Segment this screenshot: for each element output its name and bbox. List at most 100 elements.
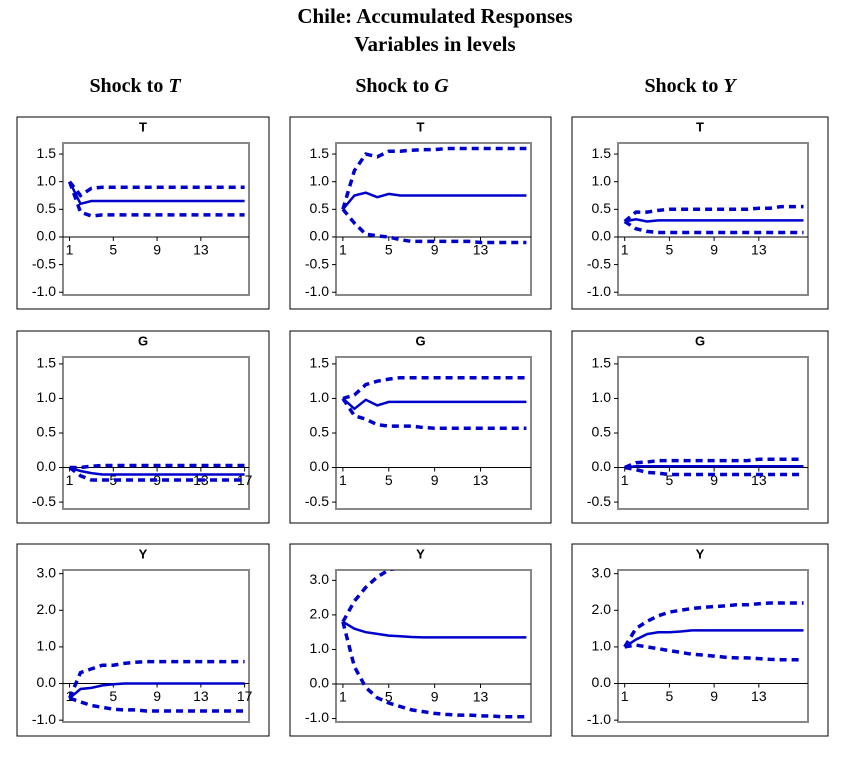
y-tick-label: 1.5 [592, 355, 612, 371]
series-line [69, 696, 245, 713]
series-line [68, 466, 245, 482]
y-tick-label: 0.0 [592, 674, 612, 690]
panel-frame [289, 116, 552, 310]
series-line [67, 181, 245, 218]
y-tick-label: 0.5 [310, 200, 330, 216]
x-tick-label: 5 [666, 688, 674, 704]
chart-title: G [138, 333, 148, 348]
x-tick-label: 1 [66, 472, 74, 488]
plot-frame [62, 569, 250, 723]
x-tick-label: 9 [153, 472, 161, 488]
series-line [624, 465, 804, 477]
y-tick-label: 0.5 [37, 424, 57, 440]
chart-panel: Y -1.0 0.0 1.0 2.0 3.0 1 5 9 13 [571, 543, 829, 737]
series-line [624, 457, 804, 470]
x-tick-label: 13 [193, 688, 209, 704]
y-tick-label: 1.5 [37, 145, 57, 161]
y-tick-label: 1.5 [592, 145, 612, 161]
y-tick-label: -1.0 [32, 711, 56, 727]
x-tick-label: 9 [153, 688, 161, 704]
chart-panel: T -1.0 -0.5 0.0 0.5 1.0 1.5 1 5 9 13 [571, 116, 829, 310]
y-tick-label: -1.0 [32, 283, 56, 299]
chart-title: Y [139, 546, 148, 561]
y-tick-label: 3.0 [37, 564, 57, 580]
x-tick-label: 13 [473, 689, 489, 705]
y-tick-label: -0.5 [587, 493, 611, 509]
plot-frame [62, 142, 250, 296]
x-tick-label: 9 [431, 472, 439, 488]
column-shock: T [168, 75, 181, 97]
y-tick-label: 0.0 [310, 228, 330, 244]
y-tick-label: 3.0 [592, 564, 612, 580]
y-tick-label: 1.0 [592, 389, 612, 405]
x-tick-label: 9 [710, 688, 718, 704]
x-tick-label: 1 [339, 472, 347, 488]
chart-title: G [695, 333, 705, 348]
y-tick-label: 0.0 [592, 228, 612, 244]
x-tick-label: 17 [237, 688, 253, 704]
y-tick-label: -0.5 [305, 493, 329, 509]
chart-panel: Y -1.0 0.0 1.0 2.0 3.0 1 5 9 13 [289, 543, 552, 737]
y-tick-label: 0.5 [592, 200, 612, 216]
series-line [342, 375, 527, 401]
column-header: Shock to Y [644, 75, 737, 97]
x-tick-label: 5 [666, 242, 674, 258]
x-tick-label: 5 [109, 688, 117, 704]
series-line [341, 146, 527, 210]
column-shock: Y [723, 75, 737, 97]
series-line [341, 191, 527, 211]
y-tick-label: 1.5 [310, 355, 330, 371]
chart-title: T [417, 119, 425, 134]
column-label: Shock to [644, 75, 718, 97]
plot-frame [617, 142, 809, 296]
chart-title: T [696, 119, 704, 134]
x-tick-label: 1 [66, 242, 74, 258]
y-tick-label: -1.0 [587, 711, 611, 727]
y-tick-label: 0.0 [37, 228, 57, 244]
series-line [68, 181, 245, 206]
y-tick-label: 1.0 [310, 640, 330, 656]
panel-frame [16, 543, 270, 737]
x-tick-label: 5 [385, 472, 393, 488]
panel-frame [16, 330, 270, 524]
x-tick-label: 9 [710, 472, 718, 488]
x-tick-label: 13 [473, 242, 489, 258]
x-tick-label: 13 [193, 242, 209, 258]
y-tick-label: 0.0 [592, 458, 612, 474]
column-shock: G [434, 75, 449, 97]
y-tick-label: -0.5 [32, 255, 56, 271]
y-tick-label: 0.0 [310, 675, 330, 691]
y-tick-label: 1.0 [37, 389, 57, 405]
y-tick-label: 0.0 [310, 458, 330, 474]
y-tick-label: -0.5 [305, 255, 329, 271]
y-tick-label: 1.0 [592, 172, 612, 188]
x-tick-label: 1 [621, 688, 629, 704]
x-tick-label: 9 [153, 242, 161, 258]
plot-frame [617, 569, 809, 723]
series-line [624, 464, 804, 469]
series-line [341, 208, 527, 245]
y-tick-label: -1.0 [587, 283, 611, 299]
x-tick-label: 1 [339, 689, 347, 705]
panel-frame [571, 330, 829, 524]
y-tick-label: 2.0 [592, 601, 612, 617]
series-line [68, 180, 245, 198]
x-tick-label: 5 [666, 472, 674, 488]
x-tick-label: 9 [431, 242, 439, 258]
chart-title: Y [696, 546, 705, 561]
x-tick-label: 13 [473, 472, 489, 488]
y-tick-label: 0.0 [37, 458, 57, 474]
chart-panel: G-0.50.00.51.01.51 5 9 13 [571, 330, 829, 524]
series-line [624, 643, 804, 662]
series-line [69, 463, 245, 470]
series-line [624, 218, 804, 223]
y-tick-label: 0.5 [592, 424, 612, 440]
series-line [341, 397, 527, 430]
y-tick-label: 0.0 [37, 674, 57, 690]
series-line [342, 397, 527, 411]
plot-frame [335, 142, 532, 296]
figure-subtitle: Variables in levels [354, 32, 515, 56]
x-tick-label: 9 [431, 689, 439, 705]
column-header: Shock to G [355, 75, 449, 97]
panel-frame [571, 116, 829, 310]
